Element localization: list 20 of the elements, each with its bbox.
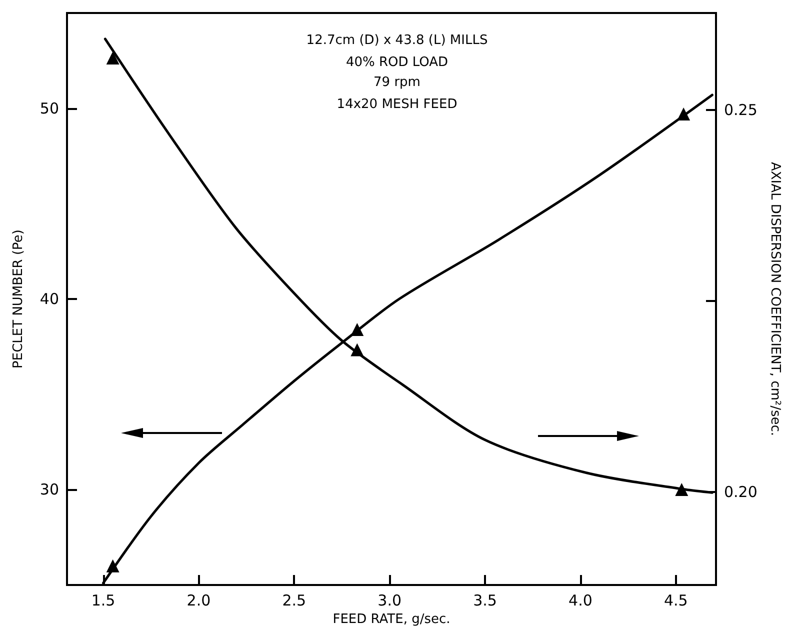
y-tick-label: 50 [40,99,59,118]
x-tick-label: 4.0 [568,592,592,610]
annotation: 12.7cm (D) x 43.8 (L) MILLS [306,33,488,48]
x-tick-label: 3.5 [473,592,497,610]
x-tick-label: 2.5 [282,592,306,610]
x-tick-label: 2.0 [186,592,211,610]
y2-axis-title: AXIAL DISPERSION COEFFICIENT, cm²/sec. [767,162,782,436]
y-tick-label: 40 [40,290,59,308]
annotation: 14x20 MESH FEED [336,97,458,112]
annotation: 40% ROD LOAD [346,55,448,70]
point [106,52,120,65]
y2-tick-label: 0.20 [724,482,758,501]
x-tick-label: 1.5 [91,592,116,610]
x-tick-label: 4.5 [664,592,688,610]
y-axis-title: PECLET NUMBER (Pe) [11,230,26,368]
y2-tick-label: 0.25 [724,100,758,119]
y-tick-label: 30 [40,480,59,499]
x-axis-title: FEED RATE, g/sec. [332,612,450,627]
annotation: 79 rpm [374,75,420,90]
x-tick-label: 3.0 [378,592,402,610]
